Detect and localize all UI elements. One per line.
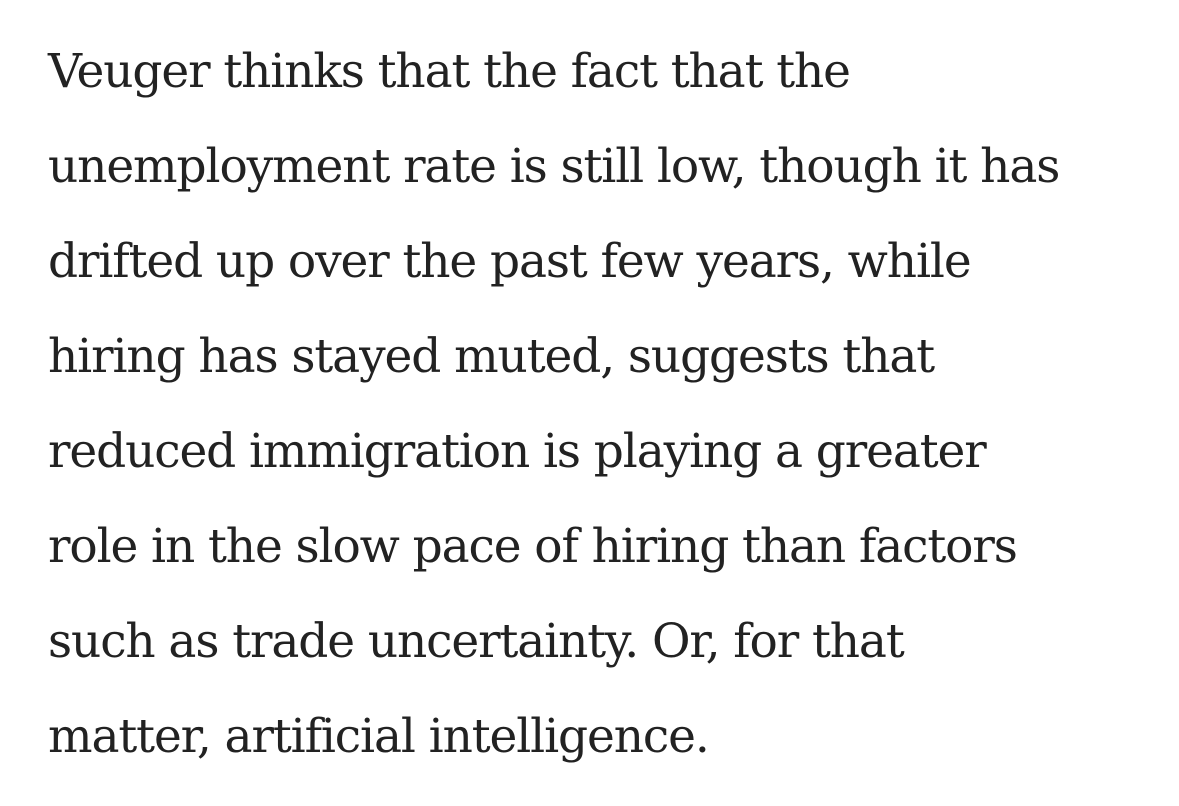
- article-paragraph: Veuger thinks that the fact that the une…: [48, 24, 1158, 784]
- paragraph-line: matter, artificial intelligence.: [48, 709, 710, 764]
- paragraph-line: hiring has stayed muted, suggests that: [48, 329, 935, 384]
- paragraph-line: Veuger thinks that the fact that the: [48, 44, 851, 99]
- paragraph-line: drifted up over the past few years, whil…: [48, 234, 972, 289]
- paragraph-line: such as trade uncertainty. Or, for that: [48, 614, 905, 669]
- paragraph-line: reduced immigration is playing a greater: [48, 424, 987, 479]
- paragraph-line: unemployment rate is still low, though i…: [48, 139, 1060, 194]
- paragraph-line: role in the slow pace of hiring than fac…: [48, 519, 1018, 574]
